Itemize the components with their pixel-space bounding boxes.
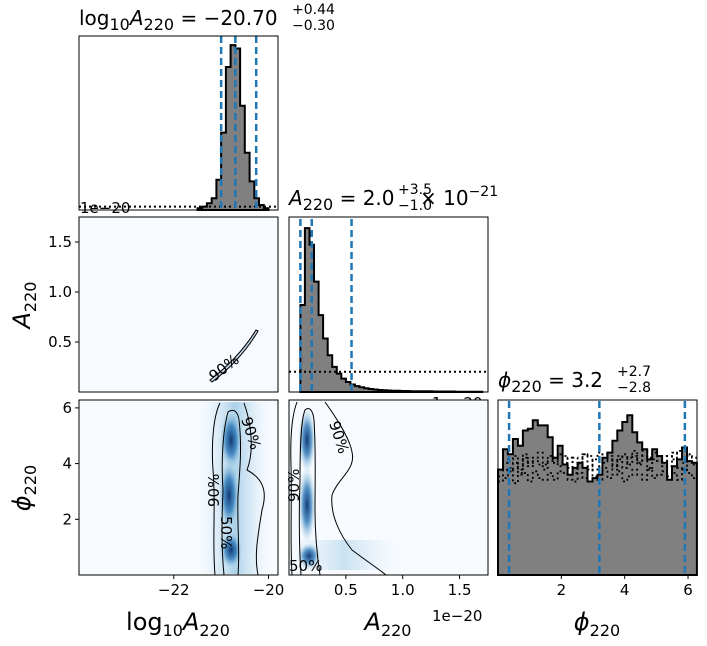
contour-90 bbox=[290, 401, 387, 575]
histogram-A220 bbox=[289, 219, 488, 393]
panel-title-log10A220-minus: −0.30 bbox=[292, 18, 335, 34]
histogram-log10A220 bbox=[79, 36, 278, 211]
density-core bbox=[297, 542, 321, 570]
panel-phi220-hist: ϕ220 = 3.2 +2.7 −2.8 bbox=[497, 364, 698, 576]
x-tick-label: 1.5 bbox=[448, 581, 472, 599]
ylabel-phi220: ϕ220 bbox=[8, 465, 40, 511]
y-tick-label: 1.0 bbox=[48, 283, 72, 301]
panel-A220-hist: A220 = 2.0 +3.5 −1.0 × 10−21 1e−20 bbox=[287, 182, 498, 412]
prior-line bbox=[498, 450, 697, 478]
x-tick-label: 2 bbox=[557, 581, 567, 599]
x-tick-label: 6 bbox=[683, 581, 693, 599]
offset-label: 1e−20 bbox=[80, 199, 130, 217]
contour-label-50: 50% bbox=[289, 557, 322, 575]
x-offset-label: 1e−20 bbox=[432, 607, 482, 625]
panel-2d-phi220-vs-log10A220: 90% 90% 50% bbox=[78, 399, 279, 576]
y-tick-label: 2 bbox=[62, 510, 72, 528]
axes-frame bbox=[288, 399, 489, 576]
histogram-bars bbox=[497, 414, 698, 576]
contour-label-50: 50% bbox=[217, 516, 235, 549]
contour-90 bbox=[209, 329, 259, 383]
histogram-bars bbox=[196, 44, 270, 211]
x-tick-label: −22 bbox=[158, 581, 190, 599]
panel-title-log10A220-plus: +0.44 bbox=[292, 2, 335, 18]
prior-line bbox=[498, 450, 697, 471]
x-tick-label: 0.5 bbox=[334, 581, 358, 599]
contour-50 bbox=[298, 407, 321, 575]
panel-title-A220-plus: +3.5 bbox=[398, 182, 432, 198]
contour-label-90: 90% bbox=[285, 469, 303, 502]
xlabel-phi220: ϕ220 bbox=[574, 608, 620, 640]
panel-2d-A220-vs-log10A220: 90% bbox=[78, 216, 279, 393]
panel-title-A220-times: × 10−21 bbox=[420, 184, 498, 210]
density-core bbox=[218, 457, 240, 533]
contour-90 bbox=[211, 402, 265, 575]
y-tick-label: 4 bbox=[62, 455, 72, 473]
density-core bbox=[219, 530, 243, 570]
x-tick-label: 4 bbox=[620, 581, 630, 599]
axes-frame bbox=[78, 216, 279, 393]
heatmap-background bbox=[79, 217, 278, 392]
panel-title-phi220-plus: +2.7 bbox=[617, 364, 651, 380]
contour-50 bbox=[221, 409, 242, 575]
histogram-phi220 bbox=[497, 401, 698, 576]
axes-frame bbox=[288, 216, 489, 393]
panel-title-log10A220: log10A220 = −20.70 bbox=[79, 6, 278, 34]
panel-2d-phi220-vs-A220: 90% 90% 50% bbox=[285, 399, 489, 576]
axis-ticks: −22 −20 0.5 1.0 1.5 2 4 6 0.5 1.0 1.5 2 4 6 bbox=[48, 233, 693, 599]
panel-title-A220-minus: −1.0 bbox=[398, 198, 432, 214]
axes-frame bbox=[497, 399, 698, 576]
panel-title-phi220: ϕ220 = 3.2 bbox=[498, 368, 603, 396]
prior-line bbox=[498, 467, 697, 485]
panel-title-A220: A220 = 2.0 bbox=[287, 186, 395, 214]
ylabel-A220: A220 bbox=[8, 282, 40, 331]
y-tick-label: 6 bbox=[62, 399, 72, 417]
panel-log10A220-hist: log10A220 = −20.70 +0.44 −0.30 1e−20 bbox=[78, 2, 335, 217]
contour-label-90: 90% bbox=[205, 474, 223, 507]
x-tick-label: −20 bbox=[253, 581, 285, 599]
axes-frame bbox=[78, 399, 279, 576]
y-tick-label: 1.5 bbox=[48, 233, 72, 251]
xlabel-A220: A220 bbox=[363, 608, 412, 640]
density-core bbox=[298, 465, 316, 545]
axes-frame bbox=[78, 35, 279, 211]
xlabel-log10A220: log10A220 bbox=[126, 608, 230, 640]
panel-title-phi220-minus: −2.8 bbox=[617, 380, 651, 396]
histogram-bars bbox=[299, 227, 484, 393]
x-tick-label: 1.0 bbox=[391, 581, 415, 599]
y-tick-label: 0.5 bbox=[48, 333, 72, 351]
